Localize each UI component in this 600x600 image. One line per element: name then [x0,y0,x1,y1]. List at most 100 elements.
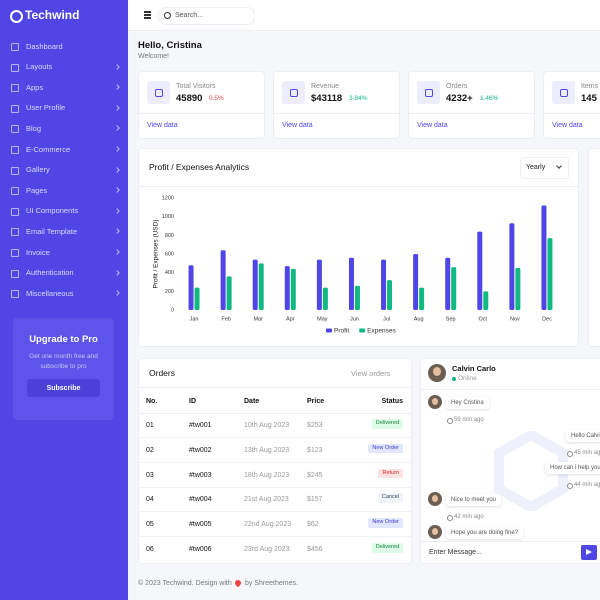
stat-divider [409,113,534,114]
send-button[interactable] [581,545,597,560]
bar [419,287,425,310]
menu-icon [11,166,19,175]
menu-icon [11,43,19,51]
bar [547,238,553,310]
x-tick-label: Jul [383,316,390,322]
stat-link[interactable]: View data [282,122,313,129]
stat-value: 145 [581,93,597,104]
stat-divider [139,113,264,114]
period-label: Yearly [526,164,546,171]
stat-icon-glyph [425,89,433,97]
menu-item[interactable]: Dashboard [26,41,63,51]
chat-watermark [494,431,568,511]
bar [220,250,226,310]
status-badge: New Order [368,443,403,454]
upgrade-text: Get one month free and subscribe to pro [29,353,98,370]
watermark-hex [494,431,568,511]
time-icon [567,483,573,489]
brand-logo [10,10,23,23]
menu-item[interactable]: Authentication [26,268,74,278]
avatar-face [431,494,439,502]
stat-link[interactable]: View data [552,122,583,129]
order-id: #tw002 [189,446,212,454]
menu-item[interactable]: E-Commerce [26,144,71,154]
bar [445,257,451,310]
menu-item[interactable]: Layouts [26,62,53,72]
stat-link[interactable]: View data [147,122,178,129]
bar [252,259,258,310]
avatar-face [431,527,439,535]
menu-icon [11,104,19,113]
subscribe-button[interactable]: Subscribe [27,379,100,397]
y-tick-label: 200 [165,289,174,295]
header-divider [139,413,411,414]
column-header: Date [244,398,260,405]
search-box[interactable]: Search... [158,7,255,25]
menu-item[interactable]: Gallery [26,165,50,175]
y-tick-label: 800 [165,233,174,239]
chart-title: Profit / Expenses Analytics [149,162,250,172]
chat-bubble: How can i help you? [545,462,600,474]
menu-item[interactable]: Invoice [26,247,50,257]
stat-change: 3.84% [349,95,368,102]
stat-divider [544,113,600,114]
stat-card: Revenue $43118 3.84% View data [273,71,400,139]
chat-time: 45 min ago [574,450,600,456]
bar [194,287,200,310]
menu-icon [11,63,19,72]
stat-divider [274,113,399,114]
heart-icon [233,578,243,588]
order-date: 18th Aug 2023 [244,471,290,479]
menu-toggle[interactable] [144,17,151,19]
order-id: #tw005 [189,521,212,529]
bar [451,267,457,310]
menu-item[interactable]: UI Components [26,206,79,216]
avatar [428,364,446,382]
y-tick-label: 600 [165,251,174,257]
menu-item[interactable]: User Profile [26,103,66,113]
orders-title: Orders [149,368,175,378]
column-header: Price [307,398,325,405]
stat-icon-glyph [155,89,163,97]
greeting-subtitle: Welcome! [138,53,169,60]
stat-icon [282,81,305,104]
chat-bubble: Hello Calvin [566,430,600,442]
menu-item[interactable]: Blog [26,123,42,133]
orders-link[interactable]: View orders [351,369,391,378]
upgrade-box: Upgrade to Pro Get one month free and sub… [13,318,114,420]
chat-time: 42 min ago [454,514,484,520]
x-tick-label: Apr [286,316,295,322]
order-price: $253 [307,422,323,429]
order-no: 04 [146,496,154,504]
stat-value: 4232+ [446,93,473,104]
message-input[interactable]: Enter Message... [421,541,600,563]
column-header: ID [189,398,196,405]
stat-link[interactable]: View data [417,122,448,129]
menu-item[interactable]: Apps [26,82,44,92]
row-divider [139,536,411,538]
menu-toggle[interactable] [144,11,151,13]
row-divider [139,511,411,513]
chat-bubble: Hey Cristina [446,397,489,409]
menu-item[interactable]: Miscellaneous [26,288,74,298]
order-price: $62 [307,521,319,529]
y-tick-label: 400 [165,270,174,276]
menu-item[interactable]: Pages [26,185,48,195]
column-header: Status [381,398,403,405]
menu-icon [11,249,19,257]
order-price: $157 [307,496,323,504]
stat-label: Revenue [311,83,340,90]
menu-item[interactable]: Email Template [26,226,78,236]
stat-value: $43118 [311,93,343,104]
order-no: 06 [146,546,154,553]
order-no: 01 [146,422,154,429]
period-select[interactable]: Yearly [520,157,569,179]
menu-toggle[interactable] [144,14,151,16]
chat-time: 44 min ago [574,482,600,488]
order-date: 21st Aug 2023 [244,496,289,504]
chart: 0 200 400 600 800 1000 1200 Profit / Expenses (… [153,195,553,335]
legend-swatch [359,328,366,333]
x-tick-label: Sep [446,316,456,322]
side-card [588,148,600,347]
